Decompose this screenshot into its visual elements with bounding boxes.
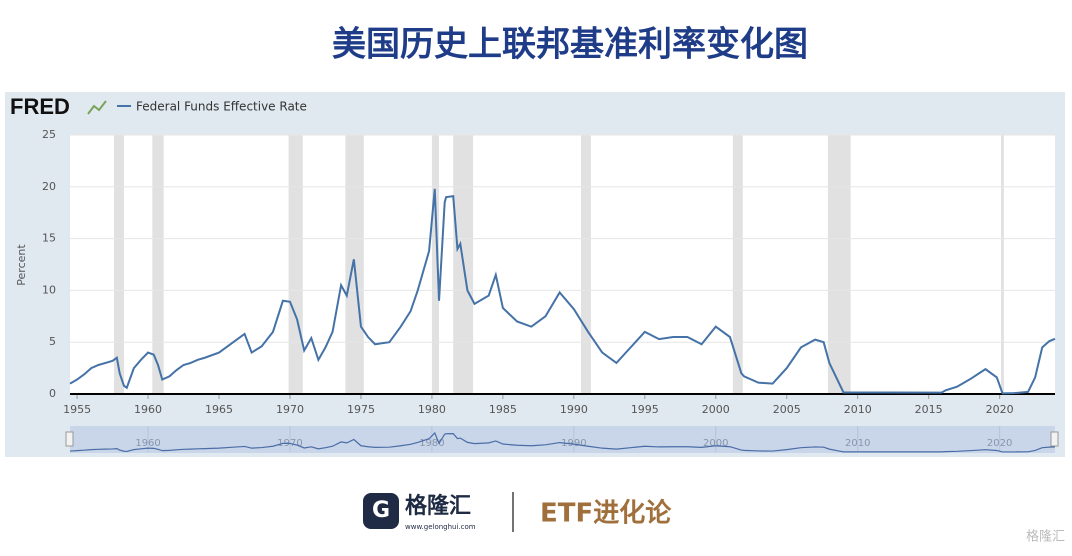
chart-title: 美国历史上联邦基准利率变化图 — [332, 25, 808, 65]
x-tick-label: 1975 — [347, 403, 375, 416]
y-tick-label: 20 — [42, 180, 56, 193]
series-line — [69, 188, 1056, 395]
x-tick-label: 1970 — [276, 403, 304, 416]
brand-logo: 格隆汇 — [405, 493, 471, 519]
x-tick-label: 2015 — [915, 403, 943, 416]
brand-icon — [363, 493, 399, 529]
y-tick-label: 5 — [49, 335, 56, 348]
recession-band — [288, 135, 303, 394]
y-tick-label: 0 — [49, 387, 56, 400]
x-tick-label: 1955 — [63, 403, 91, 416]
channel-name: ETF进化论 — [540, 499, 672, 529]
y-tick-label: 10 — [42, 283, 56, 296]
recession-band — [113, 135, 124, 394]
recession-band — [732, 135, 743, 394]
nav-handle[interactable] — [1050, 431, 1059, 447]
plot: 0 5 10 15 20 25 1955 1960 1965 1970 1975 1980 1985 19… — [42, 128, 1056, 416]
x-tick-label: 1985 — [489, 403, 517, 416]
recession-band — [152, 135, 164, 394]
y-tick-label: 15 — [42, 232, 56, 245]
legend-label: Federal Funds Effective Rate — [136, 100, 307, 114]
brand-url: www.gelonghui.com — [405, 523, 476, 531]
recession-band — [827, 135, 851, 394]
x-tick-label: 1980 — [418, 403, 446, 416]
x-tick-label: 1995 — [631, 403, 659, 416]
fred-logo: FRED — [10, 94, 70, 119]
x-tick-label: 1960 — [134, 403, 162, 416]
navigator-line — [69, 431, 1056, 453]
x-tick-label: 2020 — [986, 403, 1014, 416]
brand-icon-letter: G — [372, 498, 390, 523]
y-tick-label: 25 — [42, 128, 56, 141]
recession-band — [1001, 135, 1004, 394]
navigator — [70, 426, 1055, 453]
x-tick-label: 2010 — [844, 403, 872, 416]
recession-band — [580, 135, 591, 394]
y-axis-label: Percent — [15, 244, 28, 286]
nav-handle[interactable] — [65, 431, 74, 447]
x-tick-label: 2005 — [773, 403, 801, 416]
recession-band — [431, 135, 440, 394]
watermark: 格隆汇 — [1026, 529, 1065, 545]
x-tick-label: 1965 — [205, 403, 233, 416]
plot-area — [70, 135, 1055, 394]
fred-icon — [87, 100, 107, 115]
x-tick-label: 1990 — [560, 403, 588, 416]
x-tick-label: 2000 — [702, 403, 730, 416]
